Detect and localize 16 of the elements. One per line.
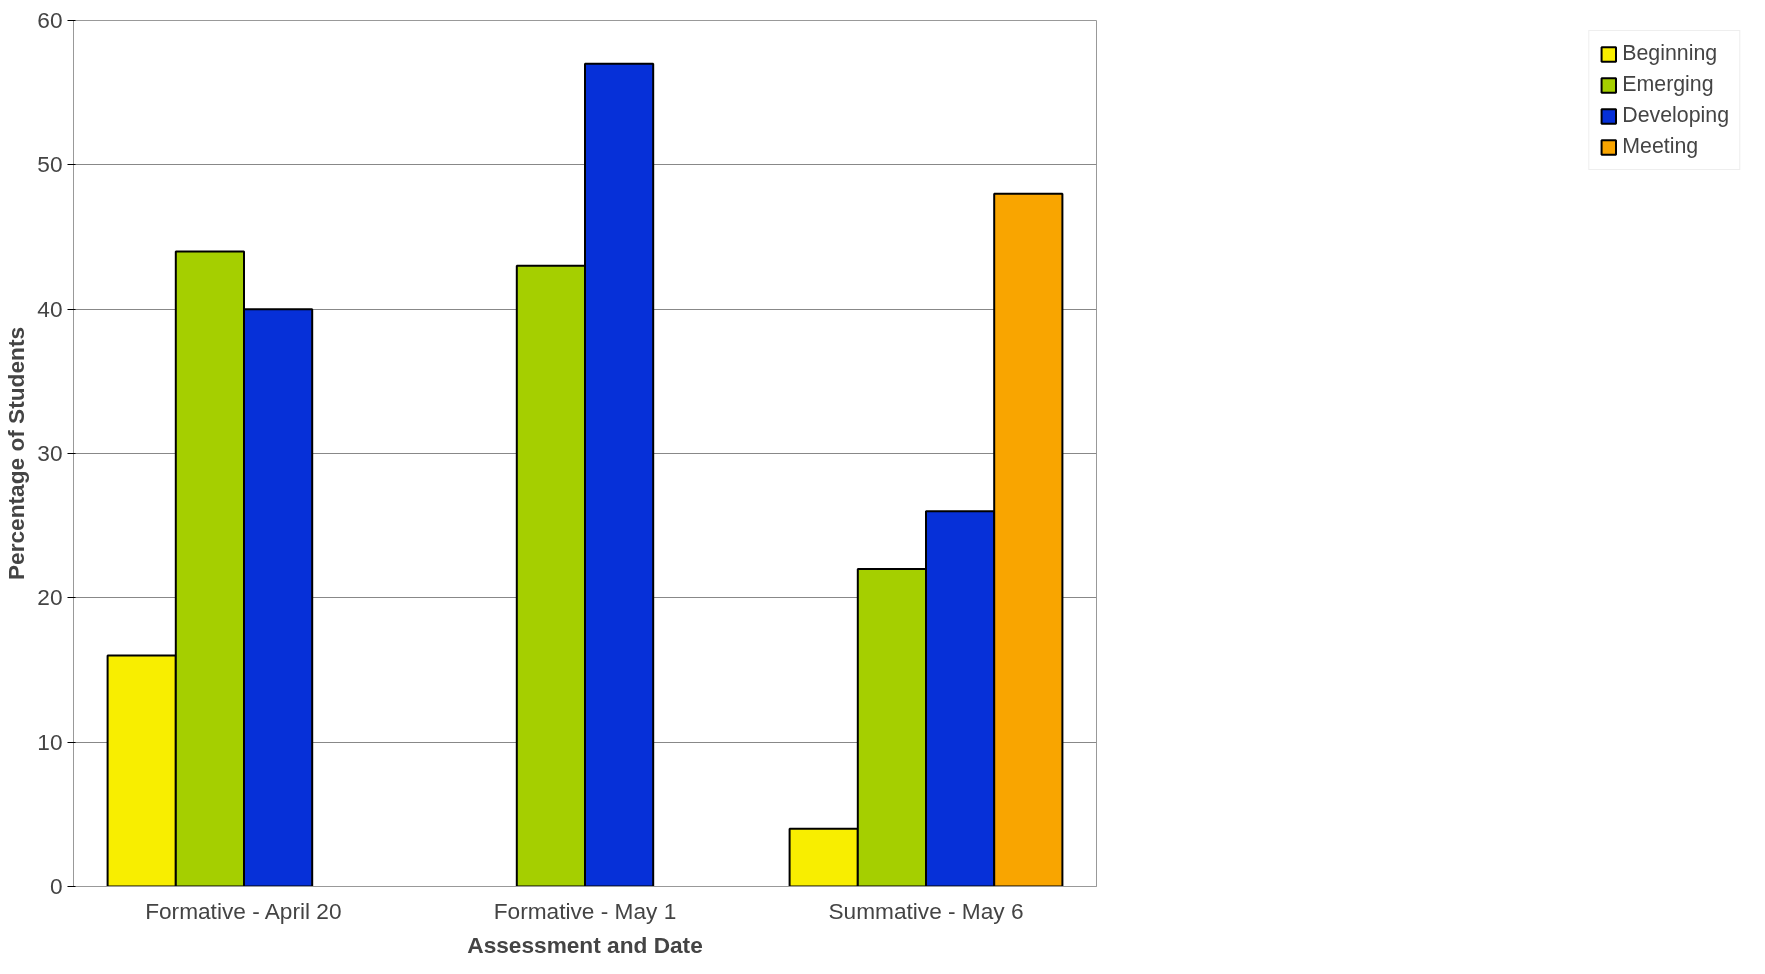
legend-label: Developing (1622, 103, 1729, 128)
x-tick-label: Formative - May 1 (493, 897, 677, 924)
y-tick-label: 60 (37, 7, 63, 33)
legend-label: Emerging (1622, 72, 1714, 97)
x-tick-label: Formative - April 20 (145, 897, 342, 924)
y-tick-label: 40 (37, 295, 63, 322)
y-tick-label: 0 (49, 873, 63, 899)
y-tick-label: 10 (37, 728, 63, 755)
legend-label: Meeting (1622, 134, 1699, 159)
y-tick-label: 30 (37, 440, 63, 466)
x-tick-label: Summative - May 6 (828, 897, 1024, 924)
legend-label: Beginning (1622, 41, 1718, 66)
y-tick-label: 20 (37, 584, 63, 611)
y-axis-title: Percentage of Students (3, 326, 30, 581)
x-axis-title: Assessment and Date (467, 931, 703, 958)
y-tick-label: 50 (37, 151, 63, 178)
